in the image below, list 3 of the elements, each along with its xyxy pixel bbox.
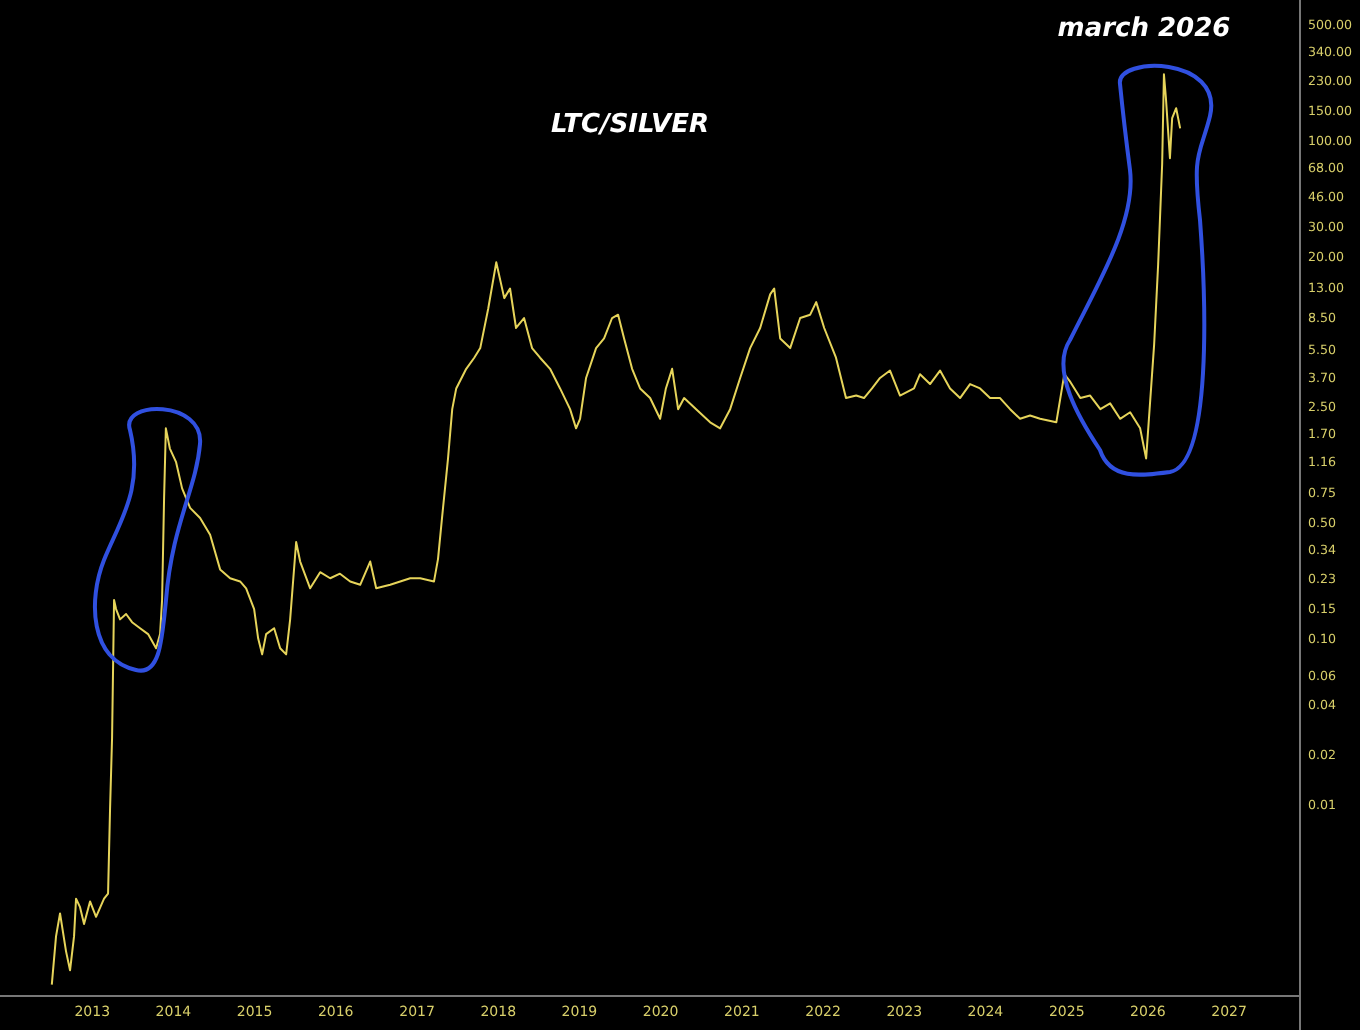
annotation: march 2026 [1057, 14, 1231, 44]
line-series [50, 73, 1182, 986]
text: LTC/SILVER [551, 110, 709, 140]
